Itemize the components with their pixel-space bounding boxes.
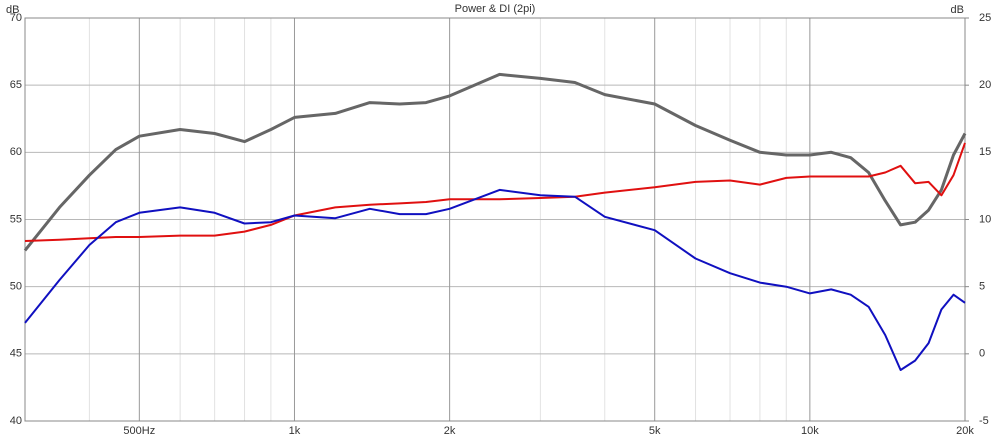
series-line: [23, 72, 967, 252]
y2-tick-label: -5: [979, 415, 989, 427]
y-tick-label: 60: [10, 146, 22, 158]
y2-tick-label: 15: [979, 146, 991, 158]
y-tick-label: 40: [10, 415, 22, 427]
y-tick-label: 70: [10, 12, 22, 24]
y2-tick-label: 20: [979, 79, 991, 91]
x-tick-label: 20k: [956, 425, 974, 436]
x-tick-label: 5k: [649, 425, 661, 436]
y2-tick-label: 25: [979, 12, 991, 24]
y-tick-label: 45: [10, 348, 22, 360]
y-tick-label: 50: [10, 281, 22, 293]
y-tick-label: 55: [10, 213, 22, 225]
x-tick-label: 2k: [444, 425, 456, 436]
y-axis-label: dB: [6, 4, 19, 16]
chart-title: Power & DI (2pi): [455, 3, 536, 15]
plot-border: [24, 17, 966, 422]
series-line: [24, 188, 966, 371]
y-tick-label: 65: [10, 79, 22, 91]
x-tick-label: 500Hz: [123, 425, 155, 436]
x-tick-label: 1k: [289, 425, 301, 436]
y2-tick-label: 10: [979, 213, 991, 225]
y2-tick-label: 0: [979, 348, 985, 360]
y2-tick-label: 5: [979, 281, 985, 293]
x-tick-label: 10k: [801, 425, 819, 436]
y2-axis-label: dB: [951, 4, 964, 16]
